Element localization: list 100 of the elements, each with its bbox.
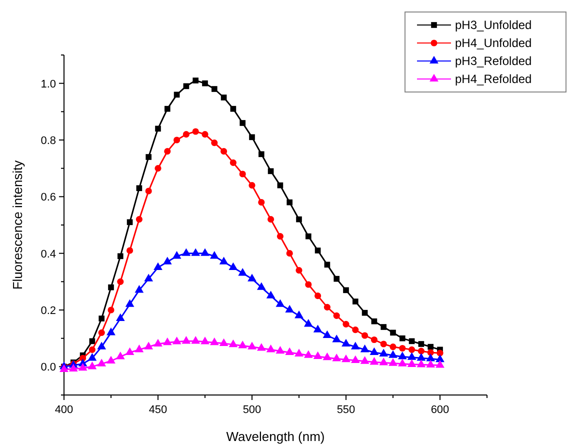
point: [333, 312, 340, 319]
point: [172, 336, 182, 344]
point: [98, 329, 105, 336]
point: [182, 248, 191, 256]
y-axis-title: Fluorescence intensity: [10, 160, 25, 290]
point: [202, 80, 208, 86]
point: [324, 304, 330, 310]
point: [322, 352, 332, 360]
y-tick-label: 0.0: [40, 362, 56, 374]
point: [106, 328, 116, 336]
point: [78, 362, 88, 371]
legend-label: pH4_Refolded: [455, 72, 532, 86]
point: [134, 285, 144, 293]
point: [106, 356, 116, 364]
point: [136, 216, 142, 223]
x-tick-label: 600: [430, 404, 450, 416]
point: [238, 268, 248, 276]
x-axis-title: Wavelength (nm): [226, 429, 325, 444]
point: [230, 159, 236, 166]
point: [380, 324, 387, 330]
point: [426, 354, 436, 362]
point: [248, 182, 256, 189]
point: [220, 148, 228, 155]
point: [146, 154, 152, 160]
point: [240, 120, 246, 126]
point: [256, 343, 266, 351]
point: [154, 165, 162, 172]
point: [399, 335, 406, 342]
point: [125, 347, 134, 356]
point: [88, 353, 97, 361]
point: [342, 338, 350, 347]
point: [285, 304, 294, 313]
point: [228, 339, 238, 348]
point: [238, 340, 248, 348]
point: [399, 344, 406, 352]
point: [200, 336, 210, 344]
point: [416, 353, 426, 361]
point: [97, 358, 106, 366]
point: [268, 216, 274, 223]
point: [191, 336, 200, 344]
point: [304, 319, 313, 327]
point: [436, 354, 444, 362]
point: [174, 136, 180, 144]
point: [266, 344, 276, 352]
point: [332, 354, 342, 362]
point: [285, 347, 294, 356]
point: [294, 310, 304, 318]
point: [172, 251, 182, 259]
point: [108, 306, 114, 314]
point: [408, 346, 416, 353]
point: [88, 346, 96, 353]
x-tick-label: 500: [242, 404, 262, 416]
point: [134, 344, 144, 352]
point: [418, 348, 424, 354]
point: [125, 299, 134, 307]
point: [379, 358, 388, 366]
point: [388, 350, 398, 358]
point: [322, 330, 332, 338]
point: [370, 347, 379, 356]
point: [228, 262, 238, 270]
point: [98, 316, 105, 322]
point: [362, 332, 368, 339]
point: [286, 250, 293, 257]
point: [398, 358, 407, 366]
point: [145, 188, 152, 194]
point: [219, 256, 228, 264]
point: [296, 216, 302, 222]
point: [117, 278, 124, 285]
point: [164, 148, 171, 155]
point: [191, 248, 200, 256]
point: [144, 342, 154, 350]
point: [182, 336, 191, 344]
point: [350, 355, 360, 363]
point: [182, 131, 190, 138]
point: [314, 248, 321, 254]
point: [436, 360, 444, 368]
point: [313, 324, 322, 332]
point: [108, 284, 114, 290]
point: [342, 354, 350, 362]
point: [200, 248, 210, 256]
legend-label: pH3_Refolded: [455, 54, 532, 68]
point: [294, 348, 304, 356]
point: [407, 352, 416, 360]
point: [116, 313, 125, 322]
point: [390, 344, 396, 350]
point: [154, 338, 162, 347]
point: [342, 320, 350, 328]
point: [286, 199, 293, 206]
point: [248, 342, 256, 350]
point: [256, 282, 266, 290]
point: [379, 348, 388, 356]
point: [428, 344, 434, 350]
x-tick-label: 400: [54, 404, 74, 416]
point: [116, 352, 125, 360]
point: [305, 281, 312, 288]
point: [352, 326, 359, 334]
point: [370, 357, 379, 365]
point: [192, 128, 199, 135]
y-tick-label: 0.8: [40, 135, 56, 147]
point: [68, 364, 78, 372]
